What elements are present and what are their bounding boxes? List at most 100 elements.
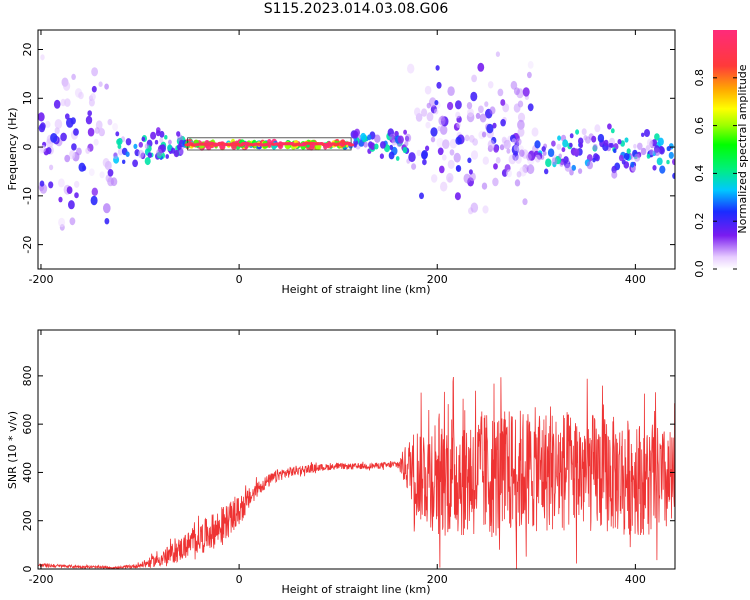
- heatmap-cell: [514, 179, 521, 187]
- heatmap-cell: [481, 131, 487, 138]
- heatmap-cell: [64, 154, 71, 163]
- heatmap-cell: [516, 171, 522, 178]
- heatmap-cell: [547, 148, 555, 157]
- heatmap-cell: [177, 144, 182, 150]
- heatmap-cell: [455, 136, 462, 145]
- heatmap-cell: [571, 164, 576, 171]
- heatmap-cell: [454, 192, 461, 201]
- heatmap-cell: [91, 67, 98, 77]
- spectrogram-x-label: Height of straight line (km): [281, 283, 430, 296]
- heatmap-cell: [76, 147, 82, 156]
- heatmap-cell: [404, 140, 409, 147]
- heatmap-cell: [591, 135, 597, 143]
- heatmap-cell: [50, 133, 58, 143]
- y-tick-label: 0: [21, 566, 34, 573]
- heatmap-cell: [408, 152, 416, 163]
- heatmap-cell: [68, 150, 76, 160]
- heatmap-cell: [85, 147, 91, 154]
- heatmap-cell: [592, 157, 596, 163]
- heatmap-cell: [64, 98, 71, 107]
- heatmap-cell: [39, 144, 46, 153]
- heatmap-cell: [138, 141, 143, 148]
- heatmap-cell: [435, 65, 440, 71]
- heatmap-cell: [456, 122, 461, 128]
- heatmap-cell: [654, 147, 661, 156]
- heatmap-cell: [541, 146, 546, 152]
- heatmap-cell: [659, 165, 666, 174]
- heatmap-cell: [470, 150, 479, 160]
- heatmap-cell: [347, 143, 355, 147]
- heatmap-cell: [112, 123, 118, 131]
- heatmap-cell: [125, 151, 130, 157]
- heatmap-cell: [626, 148, 631, 154]
- heatmap-cell: [369, 142, 376, 150]
- heatmap-cell: [179, 148, 184, 155]
- heatmap-cell: [455, 111, 461, 119]
- heatmap-cell: [527, 103, 534, 112]
- heatmap-cell: [137, 149, 145, 159]
- heatmap-cell: [486, 123, 494, 134]
- heatmap-cell: [573, 148, 580, 157]
- heatmap-cell: [414, 107, 421, 117]
- heatmap-cell: [557, 135, 562, 141]
- heatmap-cell: [438, 116, 446, 126]
- heatmap-cell: [666, 159, 670, 165]
- heatmap-cell: [470, 91, 478, 102]
- heatmap-cell: [71, 73, 76, 80]
- heatmap-cell: [430, 127, 438, 137]
- heatmap-cell: [389, 133, 395, 141]
- heatmap-cell: [434, 108, 439, 115]
- heatmap-cell: [60, 132, 67, 142]
- heatmap-cell: [380, 141, 386, 149]
- heatmap-cell: [107, 169, 114, 177]
- y-tick-label: 800: [21, 365, 34, 386]
- heatmap-cell: [470, 202, 479, 213]
- heatmap-cell: [416, 149, 422, 157]
- snr-line: [38, 376, 675, 569]
- heatmap-cell: [122, 159, 126, 164]
- heatmap-cell: [569, 133, 574, 139]
- heatmap-cell: [440, 181, 448, 192]
- heatmap-cell: [88, 168, 95, 176]
- heatmap-cell: [506, 169, 512, 178]
- heatmap-cell: [487, 81, 494, 89]
- heatmap-cell: [634, 153, 641, 162]
- heatmap-cell: [489, 106, 496, 115]
- heatmap-cell: [90, 195, 98, 206]
- snr-x-label: Height of straight line (km): [281, 583, 430, 596]
- heatmap-cell: [630, 161, 635, 168]
- colorbar-gradient: [713, 30, 737, 269]
- heatmap-cell: [102, 158, 110, 168]
- heatmap-cell: [39, 180, 45, 187]
- heatmap-cell: [395, 156, 400, 161]
- heatmap-cell: [534, 140, 541, 149]
- heatmap-cell: [421, 151, 428, 160]
- heatmap-cell: [45, 120, 51, 128]
- heatmap-cell: [511, 138, 517, 144]
- heatmap-cell: [649, 149, 654, 156]
- x-tick-label: -200: [28, 273, 53, 286]
- heatmap-cell: [65, 113, 70, 120]
- heatmap-cell: [594, 124, 601, 133]
- heatmap-cell: [374, 134, 381, 143]
- heatmap-cell: [363, 141, 368, 148]
- heatmap-cell: [71, 143, 77, 151]
- heatmap-cell: [526, 164, 535, 175]
- heatmap-cell: [150, 131, 157, 140]
- heatmap-cell: [513, 103, 521, 113]
- heatmap-cell: [434, 100, 439, 106]
- heatmap-cell: [502, 103, 510, 113]
- heatmap-cell: [564, 163, 572, 172]
- heatmap-cell: [104, 218, 110, 225]
- y-tick-label: 10: [21, 91, 34, 105]
- heatmap-cell: [405, 133, 412, 143]
- heatmap-cell: [430, 136, 436, 143]
- heatmap-cell: [439, 165, 445, 174]
- heatmap-cell: [666, 146, 670, 151]
- heatmap-cell: [561, 147, 566, 153]
- heatmap-cell: [468, 169, 473, 175]
- heatmap-cell: [442, 139, 450, 150]
- heatmap-cell: [424, 85, 432, 95]
- heatmap-cell: [403, 129, 407, 135]
